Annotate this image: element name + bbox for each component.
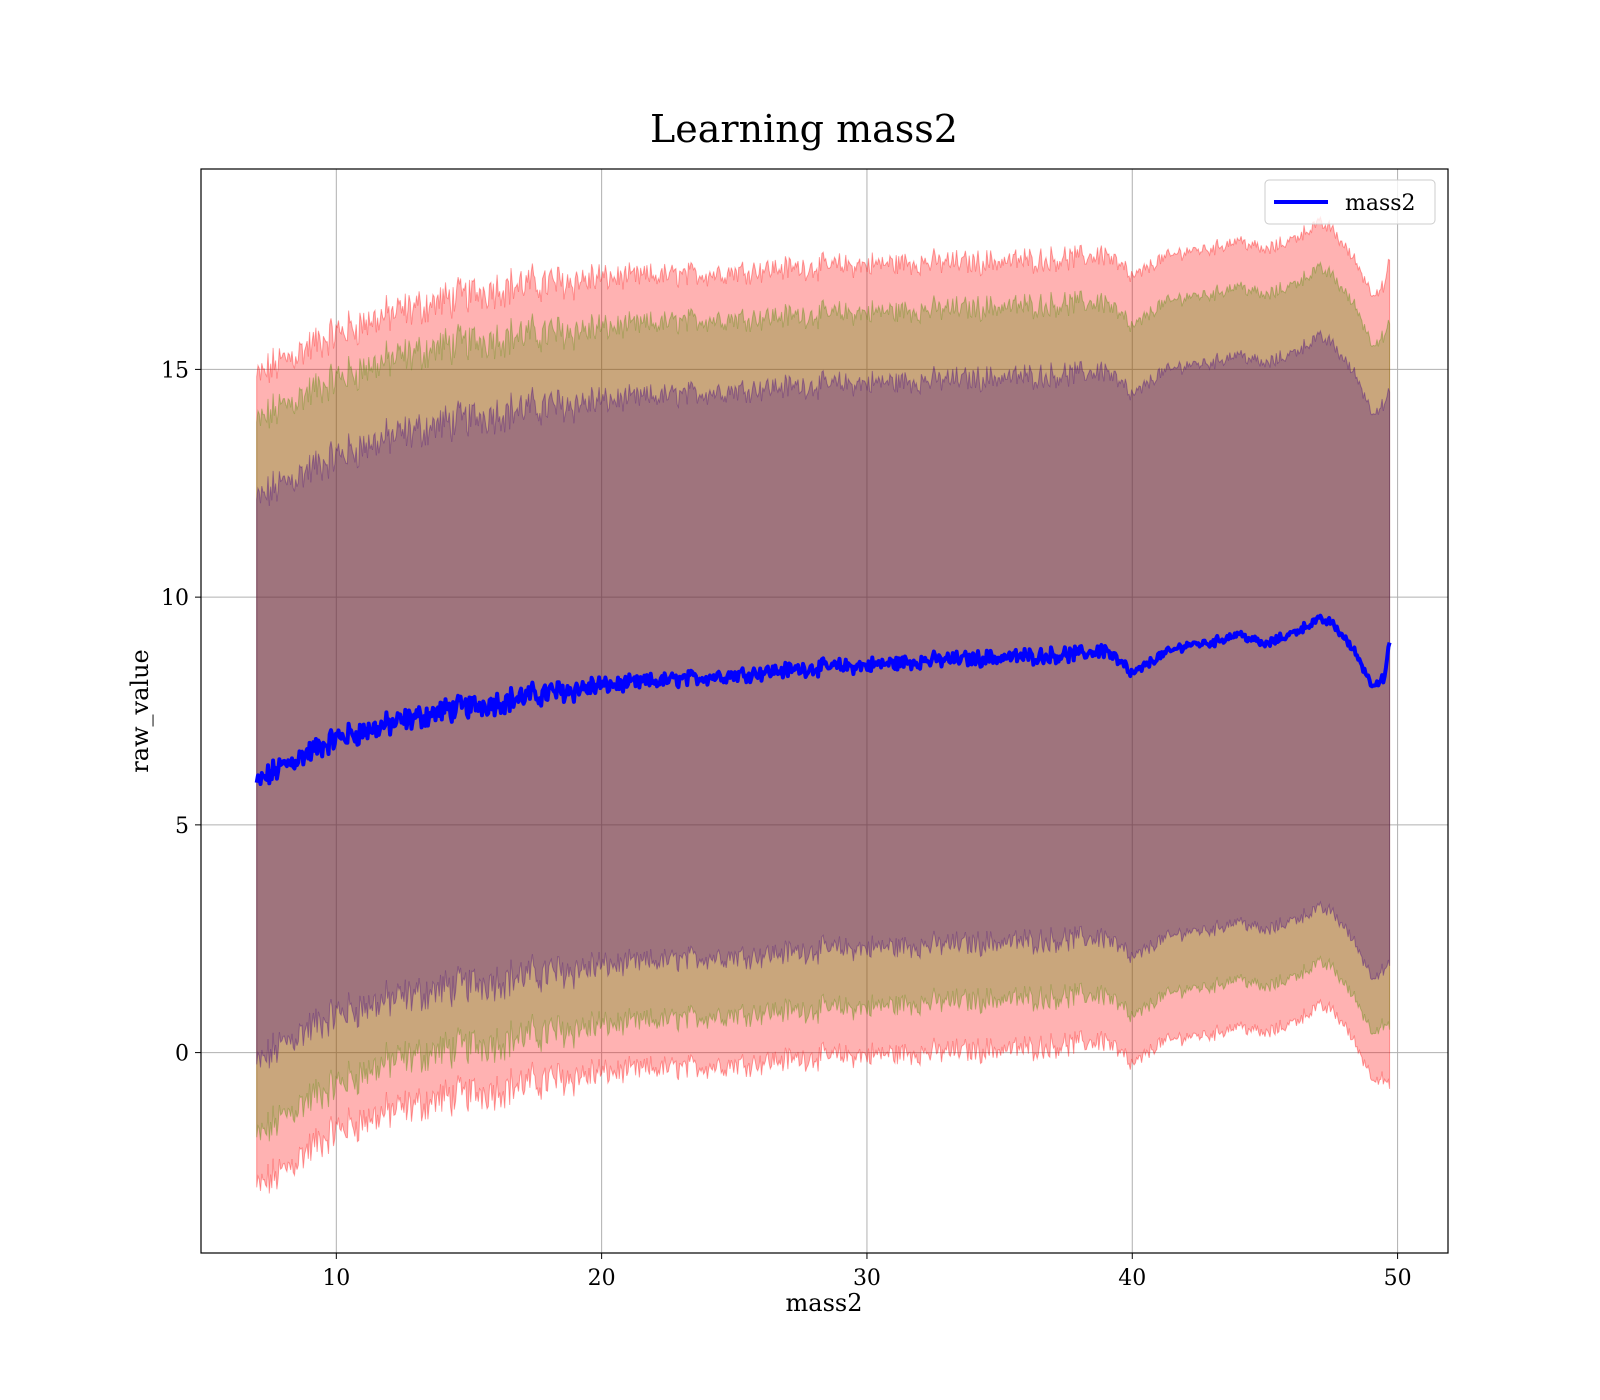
y-tick-label: 5 <box>175 814 189 839</box>
chart-title: Learning mass2 <box>650 107 958 151</box>
x-tick-label: 20 <box>588 1266 616 1291</box>
series-lines <box>254 613 1392 786</box>
legend-box <box>1264 179 1436 225</box>
y-tick-label: 10 <box>161 586 189 611</box>
legend: mass2 <box>1264 179 1436 225</box>
grid <box>201 169 1448 1253</box>
y-tick-label: 0 <box>175 1042 189 1067</box>
x-tick-label: 50 <box>1384 1266 1412 1291</box>
series-line-mass2 <box>254 613 1392 786</box>
axis-ticks: 10 20 30 40 50 0 5 10 15 <box>161 358 1412 1291</box>
confidence-bands <box>256 215 1391 1194</box>
legend-label-mass2: mass2 <box>1345 191 1416 216</box>
x-tick-label: 30 <box>853 1266 881 1291</box>
band-2 <box>256 329 1391 1069</box>
x-axis-label: mass2 <box>786 1289 863 1317</box>
band-1 <box>256 261 1391 1142</box>
plot-frame <box>200 168 1449 1254</box>
band-0 <box>256 215 1391 1194</box>
y-tick-label: 15 <box>161 358 189 383</box>
x-tick-label: 40 <box>1118 1266 1146 1291</box>
y-axis-label: raw_value <box>126 649 154 773</box>
x-tick-label: 10 <box>322 1266 350 1291</box>
